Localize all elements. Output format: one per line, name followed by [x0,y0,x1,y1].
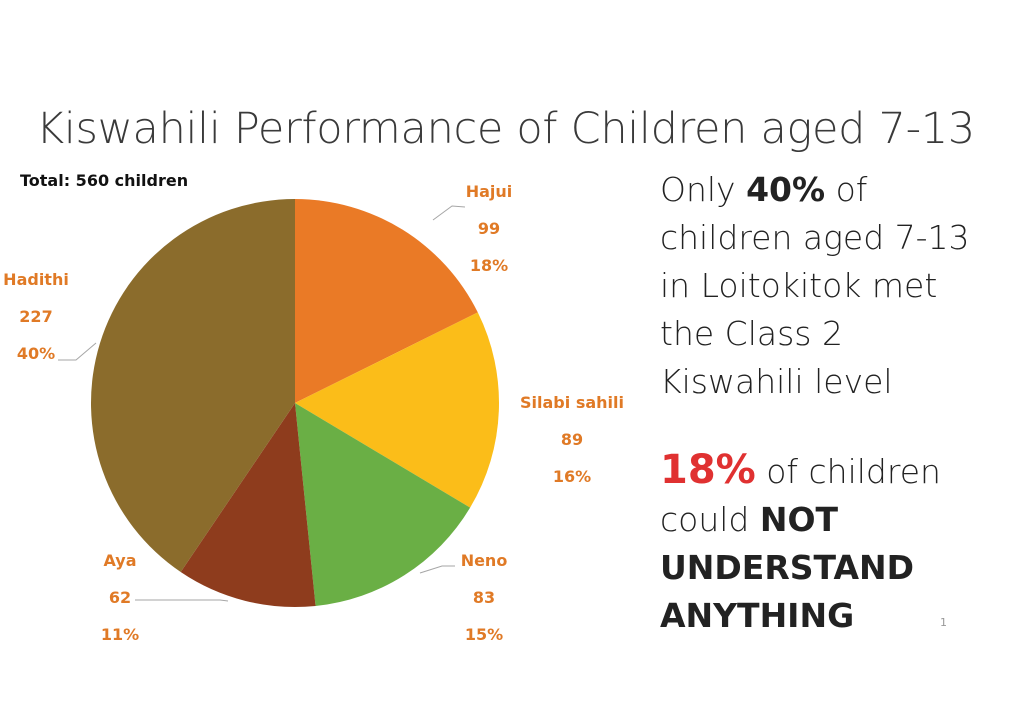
p2-line-3: UNDERSTAND [660,548,915,587]
chart-title: Kiswahili Performance of Children aged 7… [36,104,975,154]
summary-paragraph-2: 18% of children could NOT UNDERSTAND ANY… [660,446,941,640]
slice-label-neno: Neno 83 15% [461,551,508,644]
slice-labels: Hajui 99 18% Silabi sahili 89 16% Neno 83 15% Aya… [3,182,624,644]
p1-line-3: in Loitokitok met [660,266,938,305]
p1-line-2: children aged 7-13 [660,218,970,257]
leader-line-aya [135,599,229,602]
p2-highlight: 18% [660,447,756,493]
p2-line-2-pre: could [660,500,760,539]
pie-slice-hadithi [90,199,295,572]
pie-slices [90,199,499,607]
p1-line-1: Only 40% of [660,166,970,214]
p1-highlight: 40% [746,170,826,209]
leader-lines [58,205,466,602]
pie-slice-hajui [295,199,478,403]
pie-slice-aya [180,403,316,607]
p2-post: of children [755,452,941,491]
pie-chart: Hajui 99 18% Silabi sahili 89 16% Neno 83 15% Aya… [3,182,624,644]
p1-post: of [825,170,868,209]
leader-line-neno [419,565,455,574]
leader-line-hadithi [58,342,97,361]
p2-not: NOT [759,500,839,539]
total-label: Total: 560 children [20,171,189,190]
p1-line-4: the Class 2 [660,314,843,353]
p2-line-1: 18% of children [660,446,941,496]
pie-slice-neno [295,403,471,606]
summary-paragraph-1: Only 40% of children aged 7-13 in Loitok… [660,166,970,406]
leader-line-hajui [432,205,466,221]
pie-slice-silabi-sahili [295,312,499,508]
p2-line-4: ANYTHING [660,596,855,635]
slice-label-hajui: Hajui 99 18% [466,182,513,275]
slice-label-silabi-sahili: Silabi sahili 89 16% [520,393,624,486]
p2-line-2: could NOT [660,496,941,544]
slice-label-aya: Aya 62 11% [101,551,139,644]
page-number: 1 [940,616,947,629]
p1-pre: Only [660,170,747,209]
p1-line-5: Kiswahili level [660,362,893,401]
slice-label-hadithi: Hadithi 227 40% [3,270,69,363]
